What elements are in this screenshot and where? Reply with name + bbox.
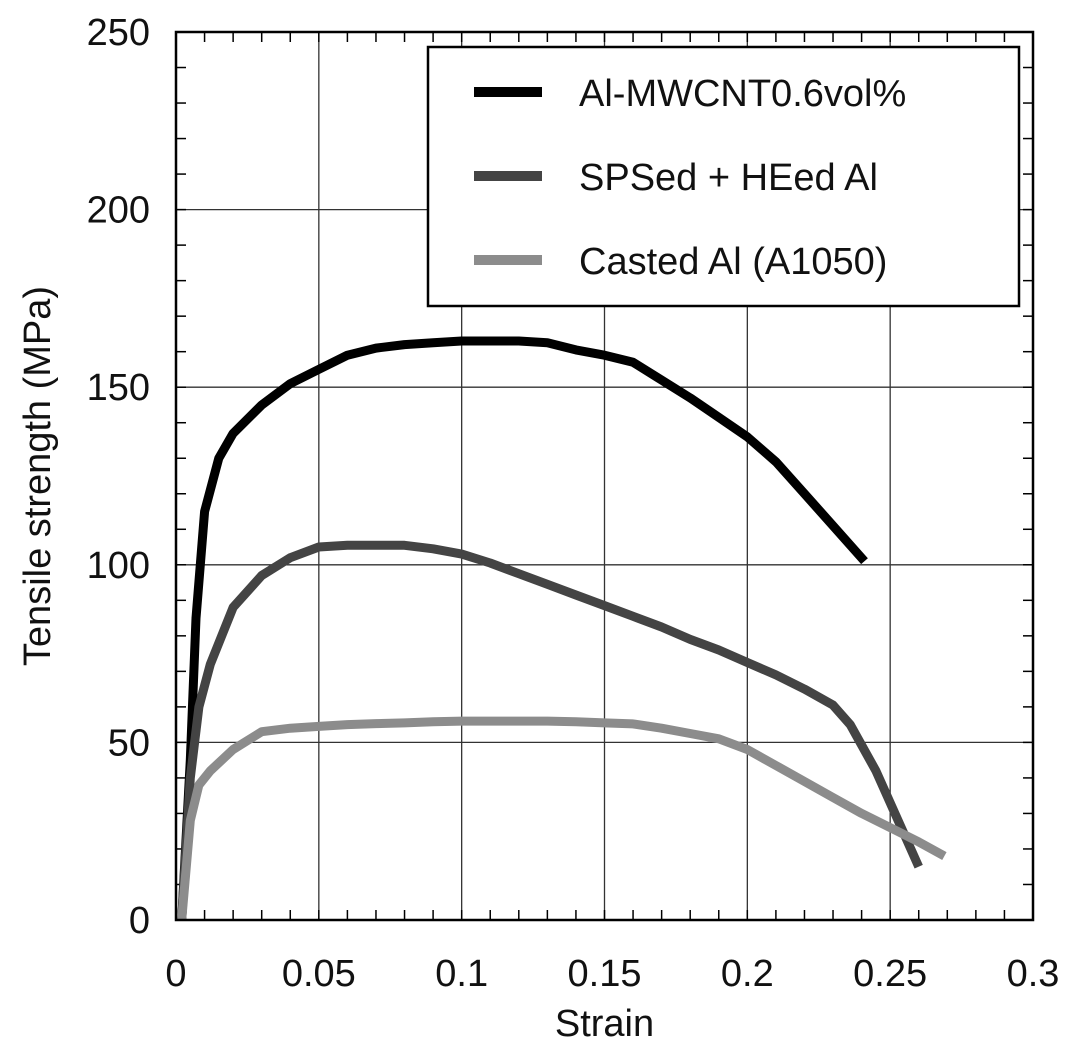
x-tick-label: 0.25 xyxy=(853,953,927,995)
x-tick-label: 0.15 xyxy=(568,953,642,995)
x-tick-label: 0.05 xyxy=(282,953,356,995)
series-line-1 xyxy=(177,336,868,921)
legend-label-1: Al-MWCNT0.6vol% xyxy=(579,73,906,115)
x-tick-labels: 0 0.05 0.1 0.15 0.2 0.25 0.3 xyxy=(165,953,1059,995)
series-lines xyxy=(177,336,947,921)
y-tick-label: 150 xyxy=(87,367,150,409)
x-tick-label: 0.1 xyxy=(435,953,488,995)
legend: Al-MWCNT0.6vol% SPSed + HEed Al Casted Al … xyxy=(426,45,1021,308)
x-axis-title: Strain xyxy=(555,1003,654,1045)
y-tick-label: 200 xyxy=(87,190,150,232)
y-tick-labels: 0 50 100 150 200 250 xyxy=(87,12,150,942)
series-line-3 xyxy=(177,716,947,921)
minor-ticks xyxy=(175,31,1034,921)
legend-label-3: Casted Al (A1050) xyxy=(579,241,887,283)
y-tick-label: 250 xyxy=(87,12,150,54)
y-tick-label: 50 xyxy=(108,722,150,764)
x-tick-label: 0.3 xyxy=(1007,953,1060,995)
y-tick-label: 0 xyxy=(129,900,150,942)
x-tick-label: 0.2 xyxy=(721,953,774,995)
legend-label-2: SPSed + HEed Al xyxy=(579,157,878,199)
y-tick-label: 100 xyxy=(87,545,150,587)
series-line-2 xyxy=(177,540,923,921)
x-tick-label: 0 xyxy=(165,953,186,995)
plot-frame xyxy=(174,30,1035,922)
y-axis-title: Tensile strength (MPa) xyxy=(17,286,59,666)
